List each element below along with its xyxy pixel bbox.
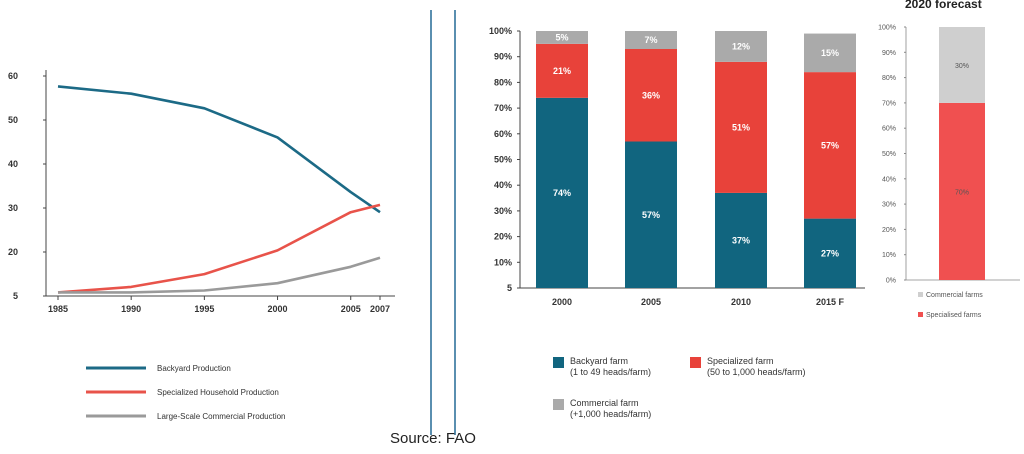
y-tick-label: 0%: [886, 278, 896, 285]
y-tick-label: 50%: [494, 155, 512, 165]
data-label: 51%: [732, 122, 750, 132]
bar-segment-specialized-farm: [625, 48, 677, 142]
x-tick-label: 2007: [370, 304, 390, 314]
x-tick-label: 1990: [121, 304, 141, 314]
bar-segment-specialized-farm: [804, 72, 856, 219]
bar-segment-backyard-farm: [804, 218, 856, 288]
bar-segment-backyard-farm: [715, 192, 767, 288]
legend-swatch: [918, 312, 923, 317]
data-label: 7%: [644, 35, 657, 45]
data-label: 27%: [821, 248, 839, 258]
y-tick-label: 5: [507, 283, 512, 293]
legend-label: Commercial farms: [926, 292, 983, 299]
legend-label: Backyard farm (1 to 49 heads/farm): [570, 356, 652, 377]
legend-swatch: [553, 357, 564, 368]
y-tick-label: 90%: [882, 50, 896, 57]
data-label: 12%: [732, 41, 750, 51]
x-tick-label: 1985: [48, 304, 68, 314]
y-tick-label: 20: [8, 247, 18, 257]
y-tick-label: 100%: [878, 25, 896, 32]
source-note: Source: FAO: [390, 430, 476, 447]
divider-right: [454, 10, 456, 435]
y-tick-label: 30%: [494, 206, 512, 216]
bar-segment-commercial-farm: [715, 31, 767, 62]
y-tick-label: 20%: [882, 227, 896, 234]
stacked-bar-chart: 5 10% 20% 30% 40% 50% 60% 70% 80% 90% 100% 2000 2005…: [489, 26, 865, 307]
x-tick-label: 1995: [194, 304, 214, 314]
legend-swatch: [553, 399, 564, 410]
data-label: 5%: [555, 32, 568, 42]
y-tick-label: 70%: [494, 103, 512, 113]
bar-segment-specialized-farm: [715, 61, 767, 193]
legend-item: Backyard farm (1 to 49 heads/farm): [553, 356, 713, 382]
series-line-3: [58, 256, 381, 294]
series-line-1: [57, 85, 381, 214]
y-tick-label: 70%: [882, 100, 896, 107]
legend-label: Commercial farm (+1,000 heads/farm): [570, 398, 652, 419]
legend-swatch: [918, 292, 923, 297]
legend-label: Specialized Household Production: [157, 388, 279, 397]
forecast-title: 2020 forecast: [905, 0, 982, 11]
y-tick-label: 60: [8, 71, 18, 81]
y-tick-label: 40%: [494, 180, 512, 190]
legend-swatch: [690, 357, 701, 368]
data-label: 74%: [553, 188, 571, 198]
y-tick-label: 90%: [494, 52, 512, 62]
x-tick-label: 2000: [552, 297, 572, 307]
y-tick-label: 40%: [882, 176, 896, 183]
data-label: 36%: [642, 90, 660, 100]
y-tick-label: 40: [8, 159, 18, 169]
y-tick-label: 60%: [494, 129, 512, 139]
y-tick-label: 5: [13, 291, 18, 301]
data-label: 57%: [642, 210, 660, 220]
y-tick-label: 30: [8, 203, 18, 213]
x-tick-label: 2005: [341, 304, 361, 314]
legend-label: Specialised farms: [926, 312, 982, 319]
y-tick-label: 60%: [882, 126, 896, 133]
bar-segment-commercial-farm: [536, 31, 588, 44]
legend-item: Commercial farm (+1,000 heads/farm): [553, 398, 713, 424]
forecast-chart: 0% 10% 20% 30% 40% 50% 60% 70% 80% 90% 100% 70% 30%…: [878, 25, 1020, 319]
bar-segment-specialised-farms: [939, 102, 985, 281]
data-label: 70%: [955, 189, 969, 196]
y-tick-label: 10%: [882, 252, 896, 259]
data-label: 57%: [821, 140, 839, 150]
data-label: 15%: [821, 48, 839, 58]
bar-segment-commercial-farm: [625, 31, 677, 49]
x-tick-label: 2015 F: [816, 297, 845, 307]
legend-label: Large-Scale Commercial Production: [157, 412, 286, 421]
y-tick-label: 50%: [882, 151, 896, 158]
y-tick-label: 30%: [882, 202, 896, 209]
data-label: 37%: [732, 235, 750, 245]
data-label: 30%: [955, 63, 969, 70]
y-tick-label: 80%: [494, 77, 512, 87]
legend-item: Specialized farm (50 to 1,000 heads/farm): [690, 356, 850, 382]
y-tick-label: 20%: [494, 232, 512, 242]
bar-segment-backyard-farm: [625, 141, 677, 288]
x-tick-label: 2005: [641, 297, 661, 307]
bar-segment-backyard-farm: [536, 97, 588, 288]
x-tick-label: 2010: [731, 297, 751, 307]
y-tick-label: 50: [8, 115, 18, 125]
bar-segment-commercial-farms: [939, 27, 985, 103]
divider-left: [430, 10, 432, 435]
bar-segment-specialized-farm: [536, 43, 588, 98]
line-chart: 5 20 30 40 50 60 1985 1990 1995 2000 2005 2007 Back…: [8, 70, 395, 421]
series-line-2: [57, 203, 381, 294]
bar-segment-commercial-farm: [804, 33, 856, 73]
legend-label: Backyard Production: [157, 364, 231, 373]
x-tick-label: 2000: [268, 304, 288, 314]
y-tick-label: 100%: [489, 26, 512, 36]
y-tick-label: 80%: [882, 75, 896, 82]
legend-label: Specialized farm (50 to 1,000 heads/farm): [707, 356, 806, 377]
y-tick-label: 10%: [494, 257, 512, 267]
data-label: 21%: [553, 66, 571, 76]
